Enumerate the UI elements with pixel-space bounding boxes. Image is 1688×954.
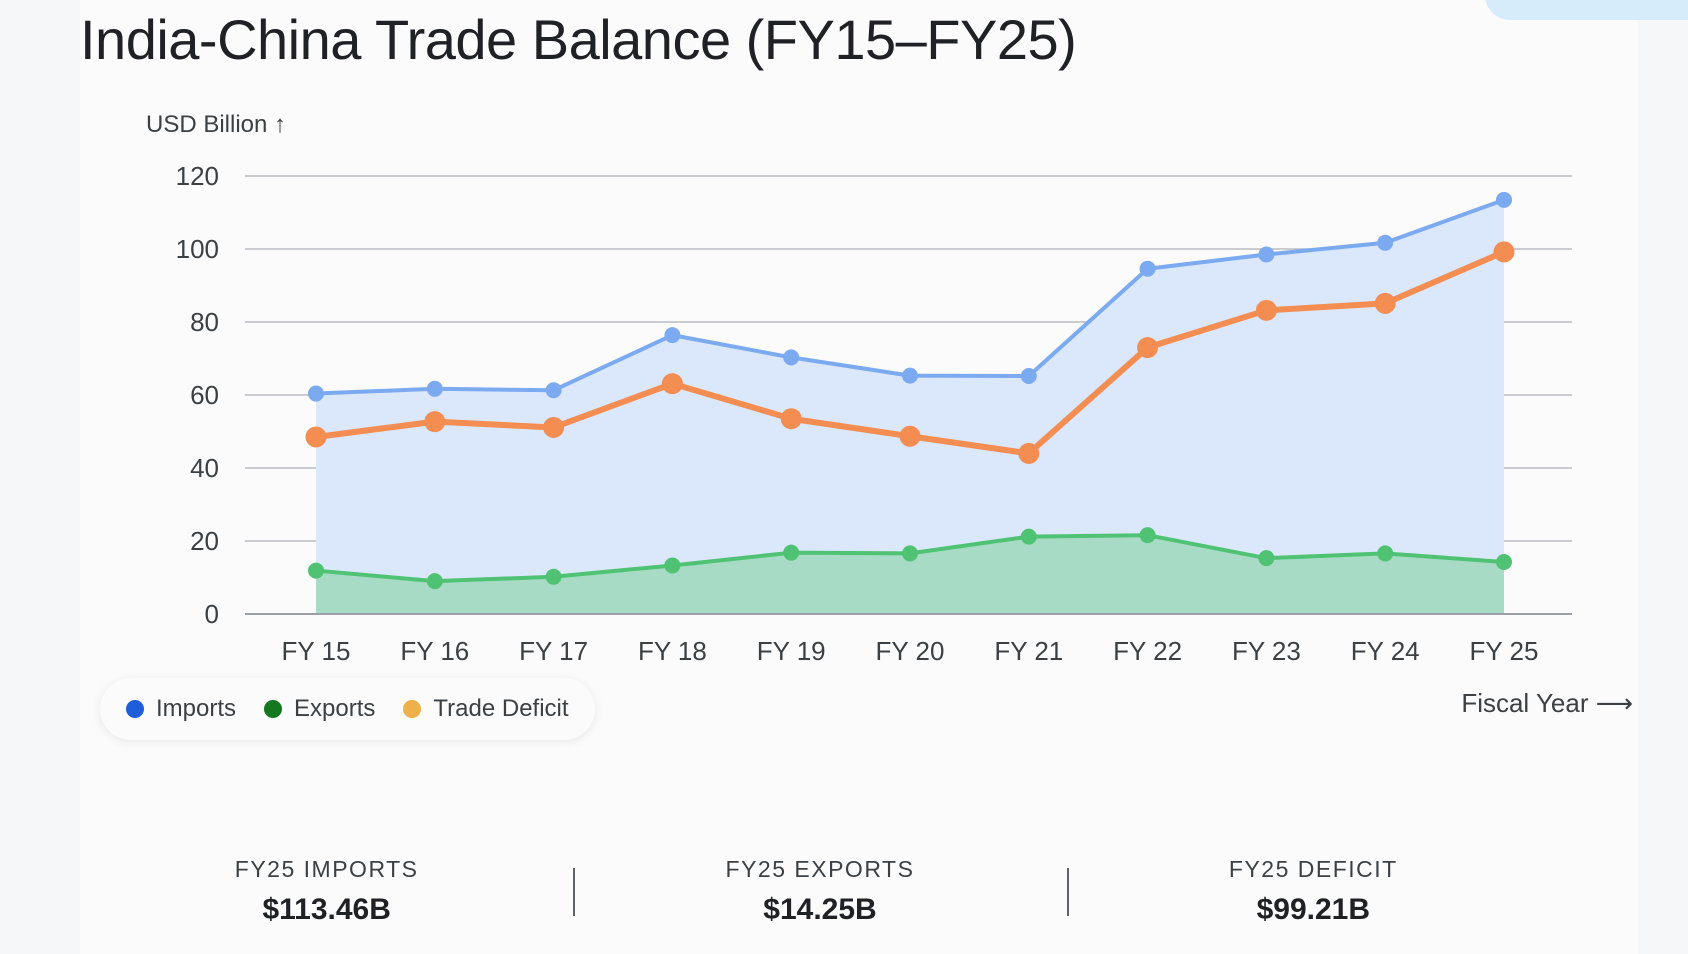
point-exports[interactable]: [426, 573, 443, 590]
x-axis-caption: Fiscal Year ⟶: [1461, 688, 1633, 718]
y-tick-label: 20: [190, 526, 219, 556]
legend-item-imports[interactable]: Imports: [126, 695, 236, 723]
stat-value: $99.21B: [1256, 893, 1371, 926]
point-trade-deficit[interactable]: [1255, 299, 1277, 321]
point-trade-deficit[interactable]: [1374, 292, 1396, 314]
x-tick-labels: FY 15 FY 16 FY 17 FY 18 FY 19 FY 20 FY 21 FY 22…: [282, 636, 1539, 666]
legend-swatch-imports: [126, 700, 144, 718]
x-tick-label: FY 18: [638, 636, 707, 666]
stat-label: FY25 IMPORTS: [234, 856, 419, 882]
area-fills: [316, 199, 1504, 614]
point-imports[interactable]: [1496, 191, 1512, 208]
stat-value: $14.25B: [763, 893, 877, 926]
point-imports[interactable]: [1020, 368, 1037, 385]
stat-label: FY25 DEFICIT: [1228, 856, 1398, 882]
point-exports[interactable]: [783, 544, 800, 561]
area-imports: [316, 199, 1504, 614]
legend-label-exports: Exports: [294, 695, 376, 722]
x-tick-label: FY 19: [757, 636, 826, 666]
point-exports[interactable]: [1496, 553, 1512, 570]
y-axis-unit-label: USD Billion ↑: [146, 111, 287, 138]
legend-swatch-trade-deficit: [403, 700, 422, 718]
y-tick-label: 120: [176, 161, 219, 191]
y-tick-label: 0: [205, 599, 219, 629]
x-tick-label: FY 17: [519, 636, 588, 666]
point-imports[interactable]: [902, 367, 918, 384]
point-imports[interactable]: [1377, 234, 1394, 251]
point-imports[interactable]: [783, 349, 800, 366]
x-tick-label: FY 21: [994, 636, 1063, 666]
stat-fy25-deficit: FY25 DEFICIT $99.21B: [1066, 848, 1560, 938]
point-exports[interactable]: [1377, 545, 1394, 562]
point-trade-deficit[interactable]: [305, 426, 327, 448]
area-exports: [316, 535, 1504, 614]
corner-pill-decoration: [1485, 0, 1688, 20]
legend-item-trade-deficit[interactable]: Trade Deficit: [403, 695, 569, 723]
chart-title: India-China Trade Balance (FY15–FY25): [80, 8, 1077, 71]
point-trade-deficit[interactable]: [661, 373, 683, 395]
summary-stats: FY25 IMPORTS $113.46B FY25 EXPORTS $14.2…: [80, 848, 1560, 938]
legend-label-trade-deficit: Trade Deficit: [433, 695, 569, 722]
stat-value: $113.46B: [262, 893, 391, 926]
point-imports[interactable]: [308, 385, 324, 402]
point-trade-deficit[interactable]: [424, 411, 446, 433]
stat-fy25-exports: FY25 EXPORTS $14.25B: [573, 848, 1066, 938]
point-exports[interactable]: [1139, 527, 1156, 544]
legend-label-imports: Imports: [156, 695, 237, 722]
y-tick-labels: 0 20 40 60 80 100 120: [176, 161, 219, 629]
x-tick-label: FY 24: [1351, 636, 1420, 666]
stat-fy25-imports: FY25 IMPORTS $113.46B: [80, 848, 573, 938]
point-trade-deficit[interactable]: [1493, 241, 1515, 263]
y-tick-label: 80: [190, 307, 219, 337]
x-tick-label: FY 23: [1232, 636, 1301, 666]
point-exports[interactable]: [664, 557, 681, 574]
legend-swatch-exports: [264, 700, 283, 718]
point-trade-deficit[interactable]: [543, 416, 565, 438]
x-tick-label: FY 25: [1470, 636, 1539, 666]
point-exports[interactable]: [308, 562, 324, 579]
x-tick-label: FY 22: [1113, 636, 1182, 666]
point-trade-deficit[interactable]: [1137, 337, 1159, 359]
series-points: [305, 191, 1515, 590]
y-tick-label: 40: [190, 453, 219, 483]
point-imports[interactable]: [1258, 246, 1275, 263]
point-trade-deficit[interactable]: [899, 425, 921, 447]
point-exports[interactable]: [1258, 550, 1275, 567]
point-imports[interactable]: [664, 327, 681, 344]
x-tick-label: FY 16: [400, 636, 469, 666]
point-trade-deficit[interactable]: [780, 408, 802, 430]
point-imports[interactable]: [1139, 260, 1156, 277]
legend-item-exports[interactable]: Exports: [264, 695, 375, 723]
x-tick-label: FY 15: [282, 636, 351, 666]
point-exports[interactable]: [902, 545, 918, 562]
point-imports[interactable]: [545, 382, 562, 399]
point-imports[interactable]: [426, 380, 443, 397]
chart-legend: Imports Exports Trade Deficit: [100, 678, 595, 740]
point-trade-deficit[interactable]: [1018, 442, 1040, 464]
stat-label: FY25 EXPORTS: [725, 856, 915, 882]
x-tick-label: FY 20: [876, 636, 945, 666]
y-tick-label: 60: [190, 380, 219, 410]
y-tick-label: 100: [176, 234, 219, 264]
point-exports[interactable]: [1020, 528, 1037, 545]
point-exports[interactable]: [545, 568, 562, 585]
